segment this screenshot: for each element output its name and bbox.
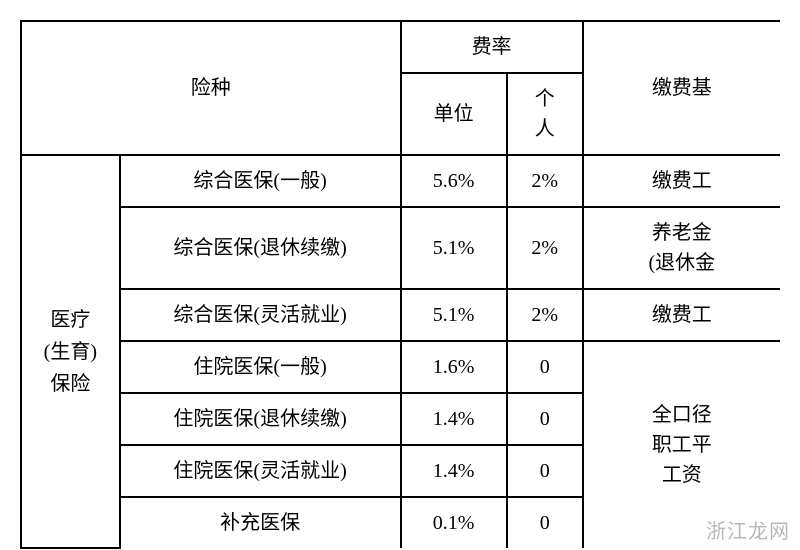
base-cell: 缴费工	[583, 155, 780, 207]
base-cell: 缴费工	[583, 289, 780, 341]
unit-cell: 1.4%	[401, 393, 507, 445]
header-rate: 费率	[401, 21, 583, 73]
personal-cell: 2%	[507, 155, 583, 207]
table-row: 住院医保(一般) 1.6% 0 全口径 职工平 工资	[21, 341, 780, 393]
header-unit: 单位	[401, 73, 507, 155]
personal-cell: 0	[507, 341, 583, 393]
type-cell: 住院医保(灵活就业)	[120, 445, 401, 497]
table-row: 综合医保(退休续缴) 5.1% 2% 养老金(退休金	[21, 207, 780, 289]
table-row: 医疗 (生育) 保险 综合医保(一般) 5.6% 2% 缴费工	[21, 155, 780, 207]
insurance-rate-table: 险种 费率 缴费基 单位 个人 医疗 (生育) 保险 综合医保(一般) 5.6%…	[20, 20, 780, 549]
type-cell: 综合医保(一般)	[120, 155, 401, 207]
type-cell: 住院医保(退休续缴)	[120, 393, 401, 445]
header-base: 缴费基	[583, 21, 780, 155]
unit-cell: 1.4%	[401, 445, 507, 497]
personal-cell: 2%	[507, 207, 583, 289]
personal-cell: 0	[507, 445, 583, 497]
type-cell: 住院医保(一般)	[120, 341, 401, 393]
header-row-1: 险种 费率 缴费基	[21, 21, 780, 73]
watermark-text: 浙江龙网	[706, 515, 790, 544]
table-row: 综合医保(灵活就业) 5.1% 2% 缴费工	[21, 289, 780, 341]
type-cell: 综合医保(灵活就业)	[120, 289, 401, 341]
type-cell: 综合医保(退休续缴)	[120, 207, 401, 289]
unit-cell: 0.1%	[401, 497, 507, 548]
personal-cell: 0	[507, 497, 583, 548]
category-cell: 医疗 (生育) 保险	[21, 155, 120, 548]
personal-cell: 2%	[507, 289, 583, 341]
type-cell: 补充医保	[120, 497, 401, 548]
personal-cell: 0	[507, 393, 583, 445]
header-insurance-type: 险种	[21, 21, 401, 155]
base-cell: 养老金(退休金	[583, 207, 780, 289]
unit-cell: 1.6%	[401, 341, 507, 393]
unit-cell: 5.1%	[401, 207, 507, 289]
unit-cell: 5.1%	[401, 289, 507, 341]
unit-cell: 5.6%	[401, 155, 507, 207]
header-personal: 个人	[507, 73, 583, 155]
